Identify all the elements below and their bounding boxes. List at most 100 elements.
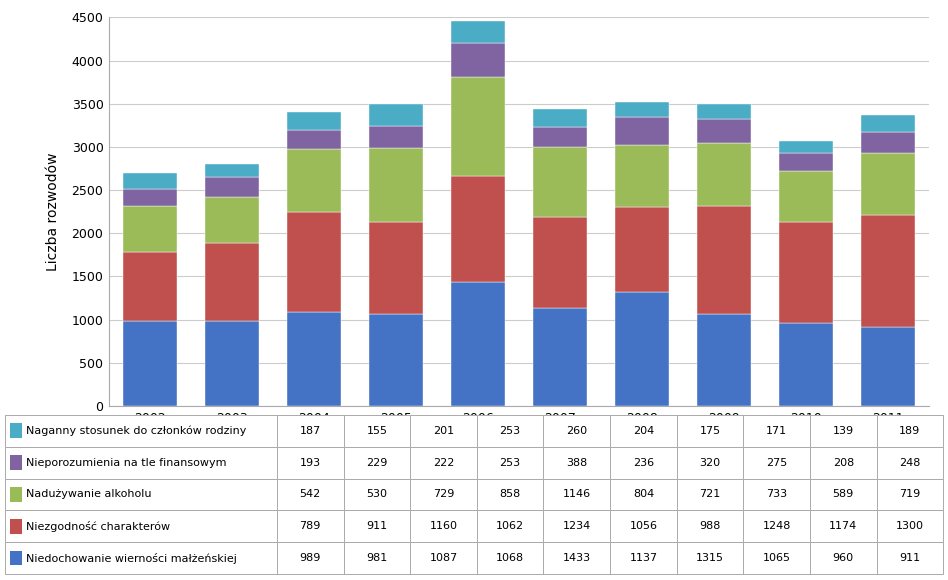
Text: 721: 721 xyxy=(700,490,720,499)
Bar xyxy=(698,143,751,206)
Bar xyxy=(698,119,751,143)
Bar xyxy=(698,314,751,406)
Bar xyxy=(206,197,259,242)
Text: 858: 858 xyxy=(500,490,520,499)
Bar xyxy=(287,113,340,130)
Text: Niedochowanie wierności małżeńskiej: Niedochowanie wierności małżeńskiej xyxy=(26,553,236,564)
Bar xyxy=(862,153,915,215)
Text: Naganny stosunek do członków rodziny: Naganny stosunek do członków rodziny xyxy=(26,425,246,436)
Text: 1160: 1160 xyxy=(429,521,458,531)
Bar xyxy=(534,216,587,308)
Text: 139: 139 xyxy=(832,426,854,436)
Text: 248: 248 xyxy=(900,458,921,467)
Bar xyxy=(615,102,668,117)
Bar xyxy=(451,77,504,176)
Bar xyxy=(287,149,340,212)
Text: 911: 911 xyxy=(366,521,388,531)
Text: 1315: 1315 xyxy=(696,553,724,563)
Bar xyxy=(370,314,423,406)
Text: 1068: 1068 xyxy=(496,553,524,563)
Text: 1234: 1234 xyxy=(563,521,591,531)
Bar xyxy=(534,109,587,127)
Text: 1137: 1137 xyxy=(629,553,658,563)
Text: 171: 171 xyxy=(766,426,787,436)
Bar xyxy=(615,292,668,406)
Text: 960: 960 xyxy=(832,553,854,563)
Text: Niezgodność charakterów: Niezgodność charakterów xyxy=(26,521,170,532)
Bar xyxy=(451,282,504,406)
Y-axis label: Liczba rozwodów: Liczba rozwodów xyxy=(46,153,61,271)
Text: 911: 911 xyxy=(900,553,921,563)
Text: 193: 193 xyxy=(300,458,320,467)
Bar xyxy=(287,312,340,406)
Text: 253: 253 xyxy=(500,426,520,436)
Bar xyxy=(779,171,832,222)
Text: 789: 789 xyxy=(300,521,321,531)
Bar xyxy=(370,104,423,126)
Text: 204: 204 xyxy=(632,426,654,436)
Text: 187: 187 xyxy=(300,426,320,436)
Bar xyxy=(370,222,423,314)
Text: 1056: 1056 xyxy=(629,521,657,531)
Bar xyxy=(862,327,915,406)
Bar xyxy=(779,141,832,153)
Text: 542: 542 xyxy=(300,490,320,499)
Text: 1146: 1146 xyxy=(563,490,591,499)
Bar xyxy=(534,127,587,147)
Bar xyxy=(615,145,668,207)
Text: 253: 253 xyxy=(500,458,520,467)
Bar xyxy=(123,252,176,321)
Bar xyxy=(698,206,751,314)
Text: 320: 320 xyxy=(700,458,720,467)
Bar xyxy=(451,176,504,282)
Text: 589: 589 xyxy=(832,490,854,499)
Text: 733: 733 xyxy=(766,490,787,499)
Text: 1248: 1248 xyxy=(762,521,791,531)
Text: 719: 719 xyxy=(900,490,921,499)
Text: 1087: 1087 xyxy=(429,553,458,563)
Bar xyxy=(615,207,668,292)
Bar xyxy=(615,117,668,145)
Bar xyxy=(534,308,587,406)
Bar xyxy=(779,222,832,323)
Bar xyxy=(779,153,832,171)
Text: 804: 804 xyxy=(632,490,654,499)
Bar xyxy=(698,104,751,119)
Text: 988: 988 xyxy=(700,521,720,531)
Text: Nadużywanie alkoholu: Nadużywanie alkoholu xyxy=(26,490,151,499)
Text: 175: 175 xyxy=(700,426,720,436)
Text: 729: 729 xyxy=(433,490,454,499)
Bar xyxy=(534,147,587,216)
Bar xyxy=(862,215,915,327)
Text: 189: 189 xyxy=(900,426,921,436)
Bar xyxy=(123,321,176,406)
Text: 208: 208 xyxy=(832,458,854,467)
Text: 1062: 1062 xyxy=(496,521,524,531)
Text: 530: 530 xyxy=(366,490,388,499)
Bar xyxy=(370,148,423,222)
Bar xyxy=(451,21,504,44)
Text: 981: 981 xyxy=(366,553,388,563)
Text: 229: 229 xyxy=(366,458,388,467)
Bar xyxy=(206,177,259,197)
Bar xyxy=(862,115,915,132)
Text: 155: 155 xyxy=(366,426,388,436)
Bar xyxy=(779,323,832,406)
Text: 222: 222 xyxy=(433,458,454,467)
Text: 388: 388 xyxy=(566,458,588,467)
Text: 201: 201 xyxy=(433,426,454,436)
Bar xyxy=(123,189,176,206)
Bar xyxy=(451,44,504,77)
Text: 1433: 1433 xyxy=(563,553,591,563)
Bar xyxy=(287,212,340,312)
Bar xyxy=(206,321,259,406)
Bar xyxy=(123,173,176,189)
Text: 1065: 1065 xyxy=(763,553,791,563)
Bar xyxy=(206,242,259,321)
Bar xyxy=(370,126,423,148)
Text: 275: 275 xyxy=(766,458,787,467)
Text: 236: 236 xyxy=(633,458,654,467)
Text: 1300: 1300 xyxy=(896,521,924,531)
Bar xyxy=(206,164,259,177)
Text: 989: 989 xyxy=(300,553,321,563)
